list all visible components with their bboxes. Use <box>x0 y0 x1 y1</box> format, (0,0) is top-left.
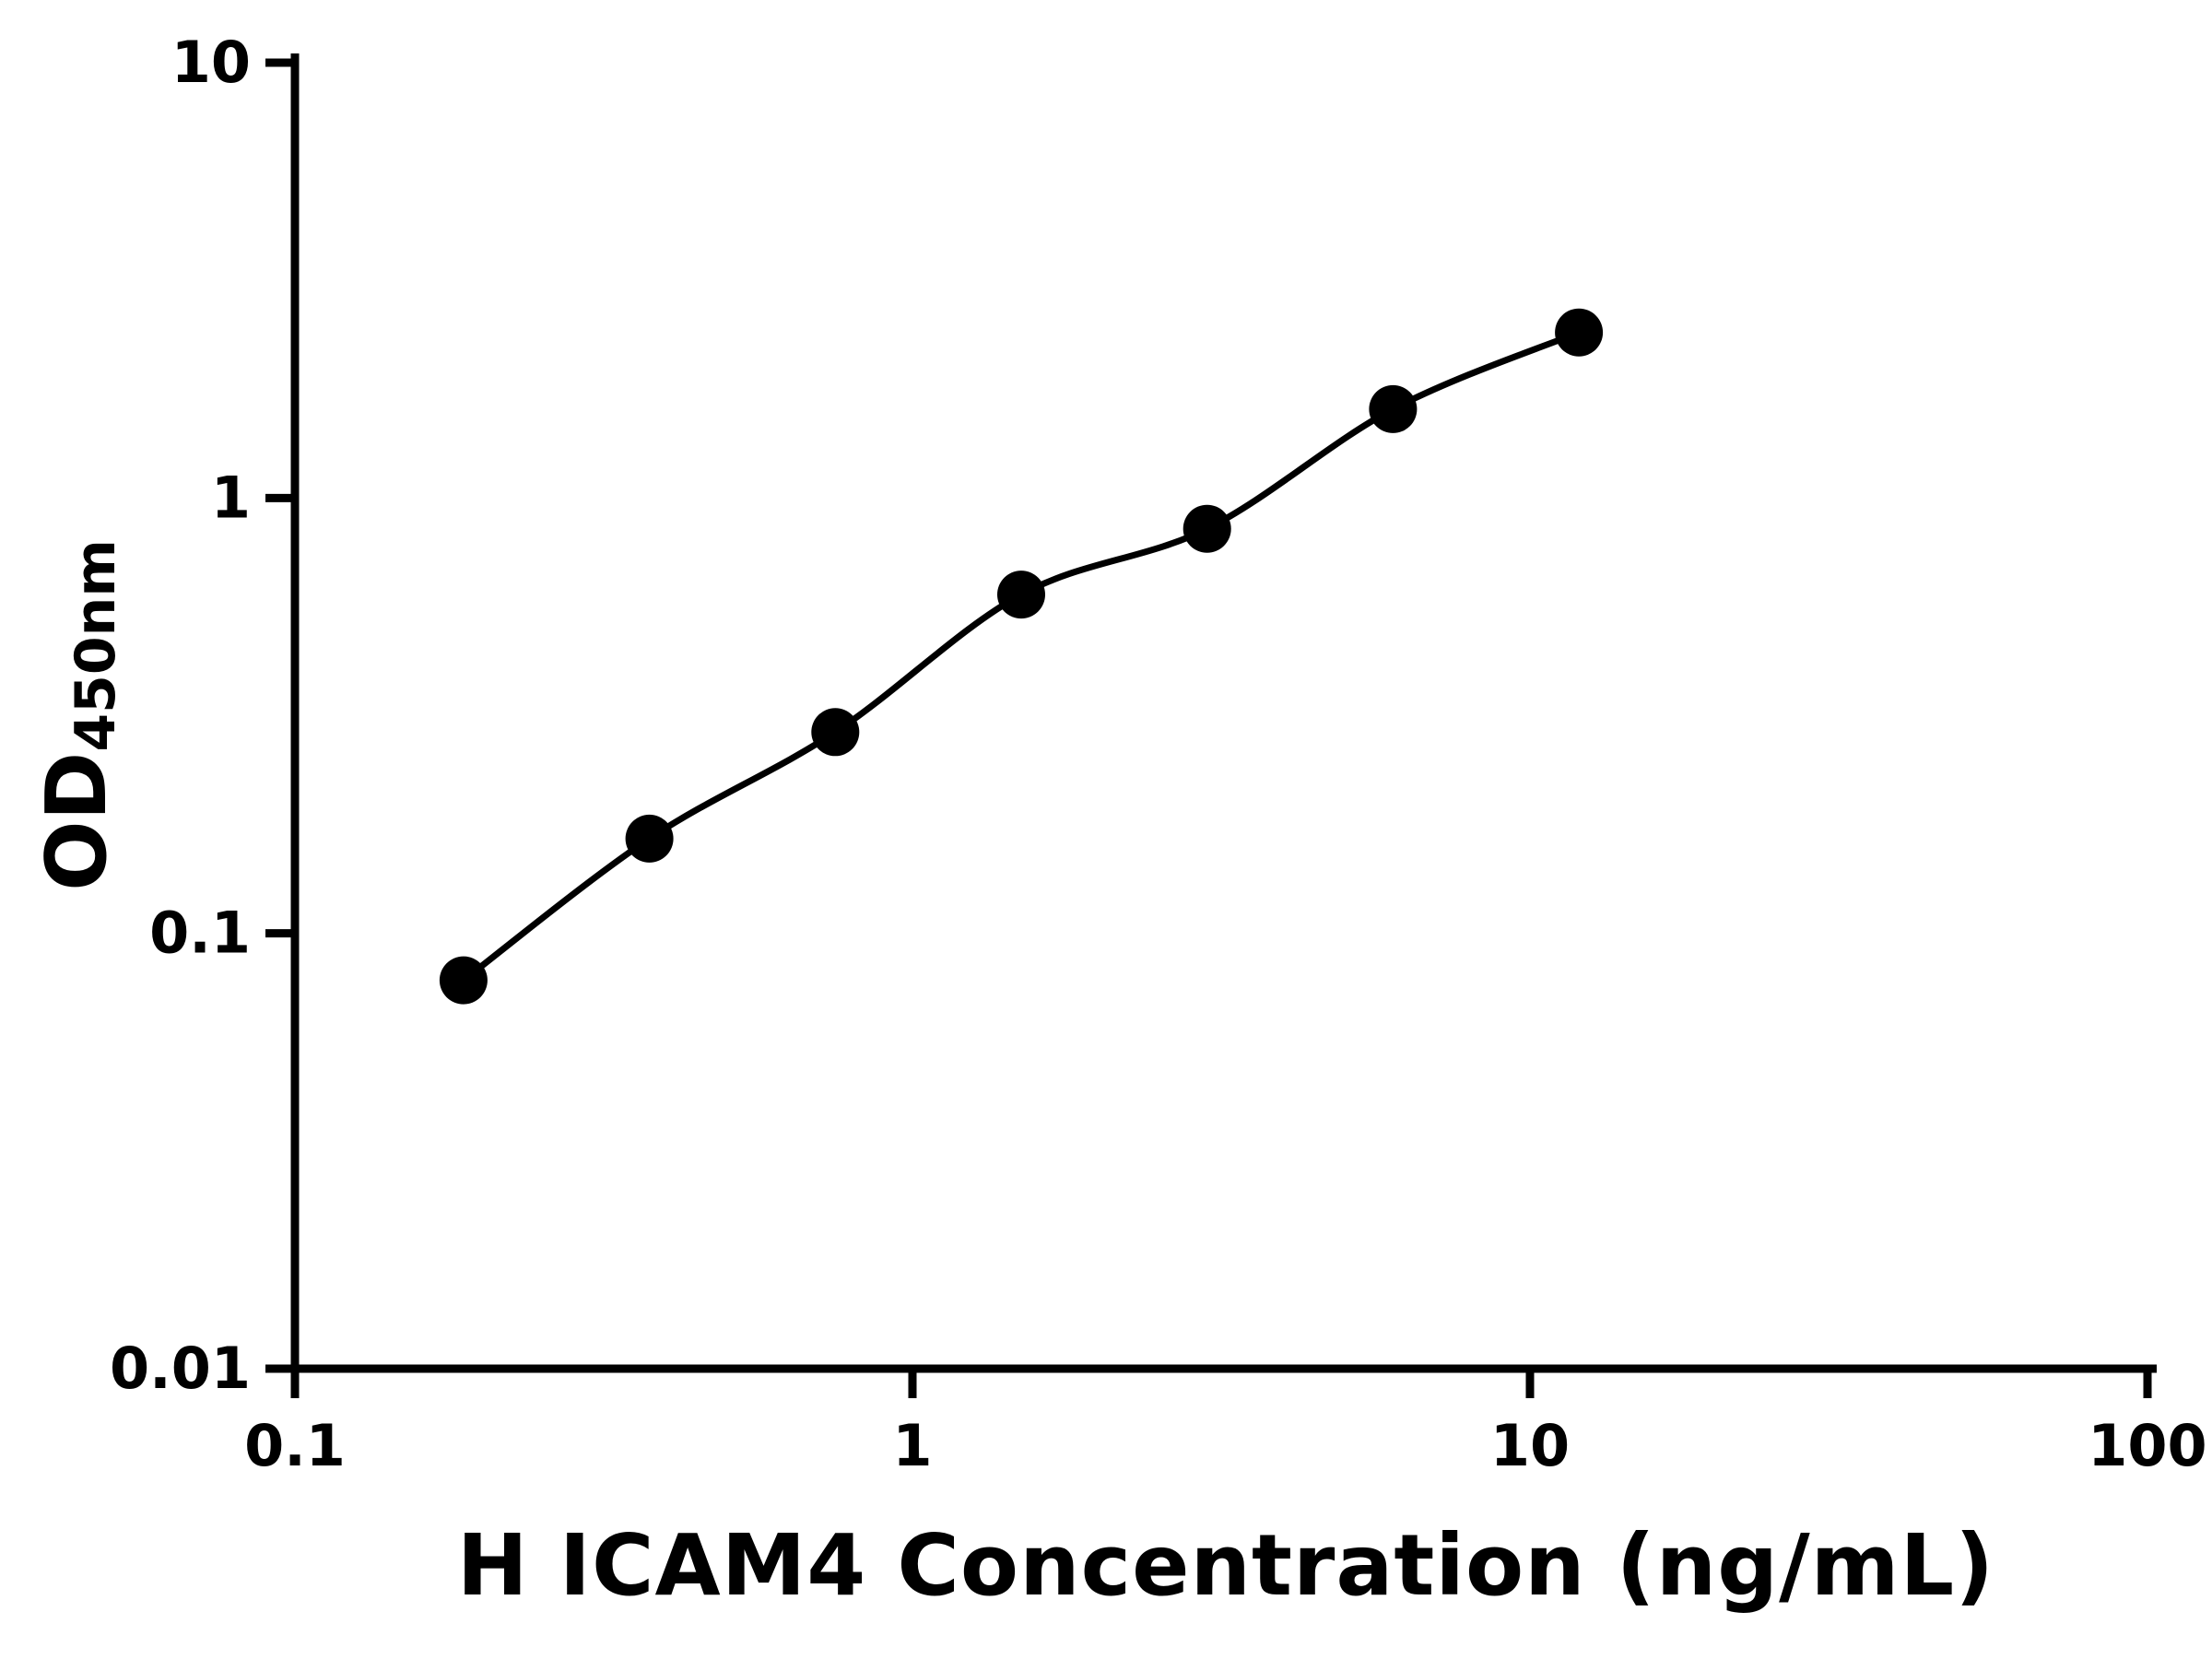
y-axis-title-main: OD <box>29 751 125 891</box>
x-tick-label: 0.1 <box>244 1412 346 1479</box>
data-point <box>1182 504 1231 553</box>
data-point <box>811 708 860 757</box>
y-tick-label: 10 <box>171 29 251 96</box>
y-tick-label: 0.01 <box>110 1335 251 1402</box>
x-tick-label: 10 <box>1490 1412 1570 1479</box>
data-point <box>1555 308 1604 357</box>
y-axis-title: OD450nm <box>29 539 128 891</box>
data-point <box>997 571 1045 619</box>
y-tick-label: 0.1 <box>149 900 251 967</box>
data-point <box>625 814 674 863</box>
data-point <box>1369 384 1418 433</box>
y-axis-title-subscript: 450nm <box>64 539 128 752</box>
x-tick-label: 1 <box>892 1412 932 1479</box>
fit-curve <box>461 329 1581 983</box>
data-point <box>439 956 488 1005</box>
y-tick-label: 1 <box>211 464 251 531</box>
x-axis-title: H ICAM4 Concentration (ng/mL) <box>456 1516 1995 1615</box>
x-tick-label: 100 <box>2088 1412 2206 1479</box>
